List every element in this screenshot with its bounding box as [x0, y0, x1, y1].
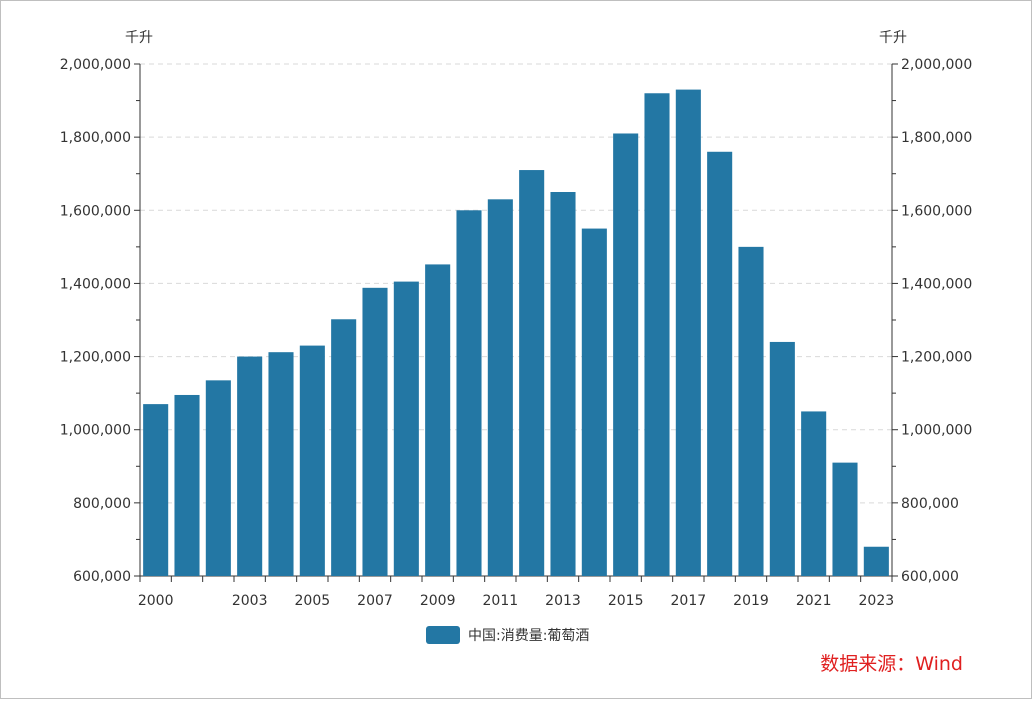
x-tick-label: 2000: [138, 593, 174, 609]
x-tick-label: 2019: [733, 593, 769, 609]
y-tick-label-right: 800,000: [901, 496, 959, 512]
bar: [675, 89, 701, 576]
bar: [237, 356, 263, 576]
bar: [644, 93, 670, 576]
bar: [613, 133, 639, 576]
bar: [801, 411, 827, 576]
y-unit-right: 千升: [879, 30, 907, 46]
bar: [268, 352, 294, 576]
x-tick-label: 2005: [295, 593, 331, 609]
bar: [863, 546, 889, 576]
bar: [550, 192, 576, 576]
x-tick-label: 2015: [608, 593, 644, 609]
x-tick-label: 2007: [357, 593, 393, 609]
x-tick-label: 2023: [859, 593, 895, 609]
legend-label: 中国:消费量:葡萄酒: [468, 628, 590, 644]
bar: [707, 151, 733, 576]
x-tick-label: 2013: [545, 593, 581, 609]
y-tick-label-left: 800,000: [73, 496, 131, 512]
bar: [205, 380, 231, 576]
bar: [299, 345, 325, 576]
y-tick-label-right: 1,400,000: [901, 276, 972, 292]
y-tick-label-right: 2,000,000: [901, 57, 972, 73]
y-tick-label-right: 600,000: [901, 569, 959, 585]
legend[interactable]: 中国:消费量:葡萄酒: [426, 625, 589, 645]
bar: [832, 462, 858, 576]
y-tick-label-right: 1,000,000: [901, 423, 972, 439]
x-tick-label: 2003: [232, 593, 268, 609]
bar: [456, 210, 482, 577]
bar: [425, 264, 451, 576]
y-tick-label-right: 1,600,000: [901, 203, 972, 219]
legend-swatch: [426, 626, 460, 644]
y-tick-label-left: 1,600,000: [60, 203, 131, 219]
y-tick-label-right: 1,800,000: [901, 130, 972, 146]
y-tick-label-left: 600,000: [73, 569, 131, 585]
x-tick-label: 2011: [483, 593, 519, 609]
y-tick-label-left: 1,800,000: [60, 130, 131, 146]
bar: [581, 228, 607, 577]
bar: [487, 199, 513, 577]
bar: [331, 319, 357, 576]
bar: [143, 404, 169, 576]
bar: [362, 287, 388, 576]
x-tick-label: 2021: [796, 593, 832, 609]
y-tick-label-left: 1,200,000: [60, 350, 131, 366]
x-tick-label: 2017: [671, 593, 707, 609]
bar: [174, 394, 200, 576]
source-note: 数据来源：Wind: [820, 653, 963, 675]
bar: [738, 246, 764, 576]
y-tick-label-left: 1,000,000: [60, 423, 131, 439]
bar: [769, 341, 795, 576]
bar: [393, 281, 419, 576]
y-tick-label-right: 1,200,000: [901, 350, 972, 366]
y-tick-label-left: 1,400,000: [60, 276, 131, 292]
x-tick-label: 2009: [420, 593, 456, 609]
y-unit-left: 千升: [125, 30, 153, 46]
y-tick-label-left: 2,000,000: [60, 57, 131, 73]
bar: [519, 170, 545, 577]
